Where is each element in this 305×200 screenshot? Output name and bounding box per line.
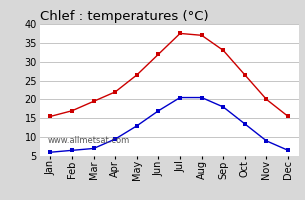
Text: Chlef : temperatures (°C): Chlef : temperatures (°C) — [40, 10, 208, 23]
Text: www.allmetsat.com: www.allmetsat.com — [47, 136, 130, 145]
